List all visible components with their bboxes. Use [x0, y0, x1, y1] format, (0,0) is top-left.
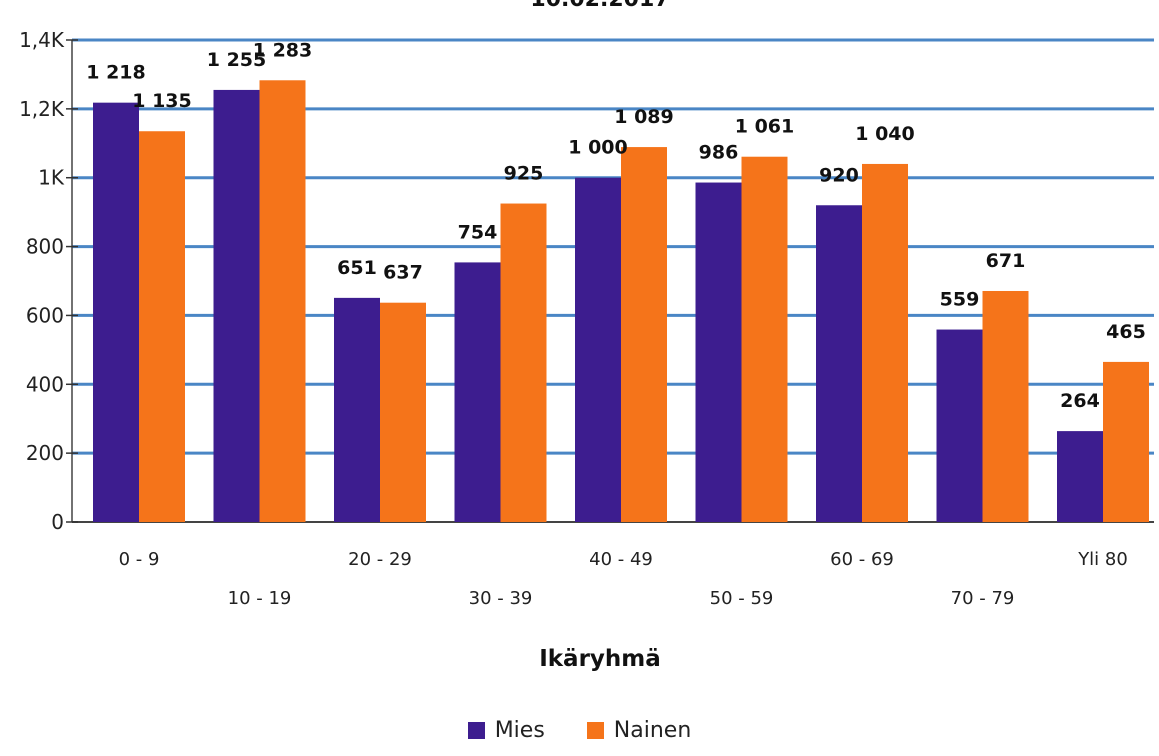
bar-nainen	[139, 131, 185, 522]
legend: Mies Nainen	[0, 718, 1159, 743]
x-category-label: 30 - 39	[469, 588, 533, 609]
data-label: 1 089	[614, 106, 674, 128]
bars	[93, 80, 1149, 523]
x-axis-title: Ikäryhmä	[539, 646, 661, 672]
y-axis-ticks: 0 200 400 600 800 1K 1,2K 1,4K	[19, 28, 78, 534]
x-category-label: 0 - 9	[119, 549, 160, 570]
x-category-label: 60 - 69	[830, 549, 894, 570]
data-label: 559	[940, 289, 980, 311]
y-tick-label: 400	[26, 372, 64, 396]
y-tick-label: 1,4K	[19, 28, 65, 52]
legend-swatch-mies	[467, 722, 485, 739]
data-label: 754	[458, 221, 498, 243]
bar-nainen	[982, 290, 1029, 522]
y-tick-label: 0	[51, 510, 64, 534]
y-tick-label: 800	[26, 235, 64, 259]
y-tick-label: 1,2K	[19, 97, 65, 121]
data-label: 1 061	[735, 116, 795, 138]
data-label: 1 218	[86, 62, 146, 84]
bar-mies	[213, 89, 260, 523]
x-category-label: 10 - 19	[228, 588, 292, 609]
chart-title: 10.02.2017	[530, 0, 669, 12]
x-category-label: 50 - 59	[710, 588, 774, 609]
bar-nainen	[741, 156, 788, 522]
legend-item-mies[interactable]: Mies	[467, 718, 545, 743]
data-label: 637	[383, 262, 423, 284]
bar-nainen	[259, 80, 306, 522]
data-label: 1 255	[207, 49, 267, 71]
legend-item-nainen[interactable]: Nainen	[586, 718, 692, 743]
bar-mies	[454, 262, 501, 522]
data-label: 651	[337, 257, 377, 279]
y-tick-label: 1K	[38, 166, 65, 190]
data-label: 465	[1106, 321, 1146, 343]
legend-label-nainen: Nainen	[613, 718, 692, 743]
x-category-label: 70 - 79	[951, 588, 1015, 609]
legend-label-mies: Mies	[494, 718, 545, 743]
bar-mies	[695, 182, 742, 522]
data-label: 1 000	[568, 137, 628, 159]
data-label: 925	[504, 163, 544, 185]
x-category-label: 40 - 49	[589, 549, 653, 570]
data-label: 1 040	[855, 123, 915, 145]
bar-nainen	[500, 203, 547, 523]
bar-nainen	[862, 163, 908, 522]
data-label: 1 135	[132, 90, 192, 112]
legend-swatch-nainen	[586, 722, 604, 739]
data-label: 920	[819, 164, 859, 186]
x-category-label: Yli 80	[1077, 549, 1128, 570]
bar-mies	[816, 205, 862, 522]
bar-nainen	[621, 147, 667, 522]
y-tick-label: 200	[26, 441, 64, 465]
data-label: 1 283	[253, 39, 313, 61]
bar-mies	[575, 177, 621, 522]
x-axis-categories: 0 - 9 10 - 19 20 - 29 30 - 39 40 - 49 50 - 59…	[119, 549, 1128, 609]
bar-mies	[936, 329, 983, 522]
bar-mies	[1057, 431, 1103, 522]
data-label: 671	[986, 250, 1026, 272]
bar-mies	[93, 102, 139, 522]
x-category-label: 20 - 29	[348, 549, 412, 570]
bar-mies	[334, 297, 380, 522]
data-label: 264	[1060, 390, 1100, 412]
bar-nainen	[1103, 361, 1149, 522]
data-label: 986	[699, 142, 739, 164]
y-tick-label: 600	[26, 303, 64, 327]
bar-nainen	[380, 302, 426, 522]
